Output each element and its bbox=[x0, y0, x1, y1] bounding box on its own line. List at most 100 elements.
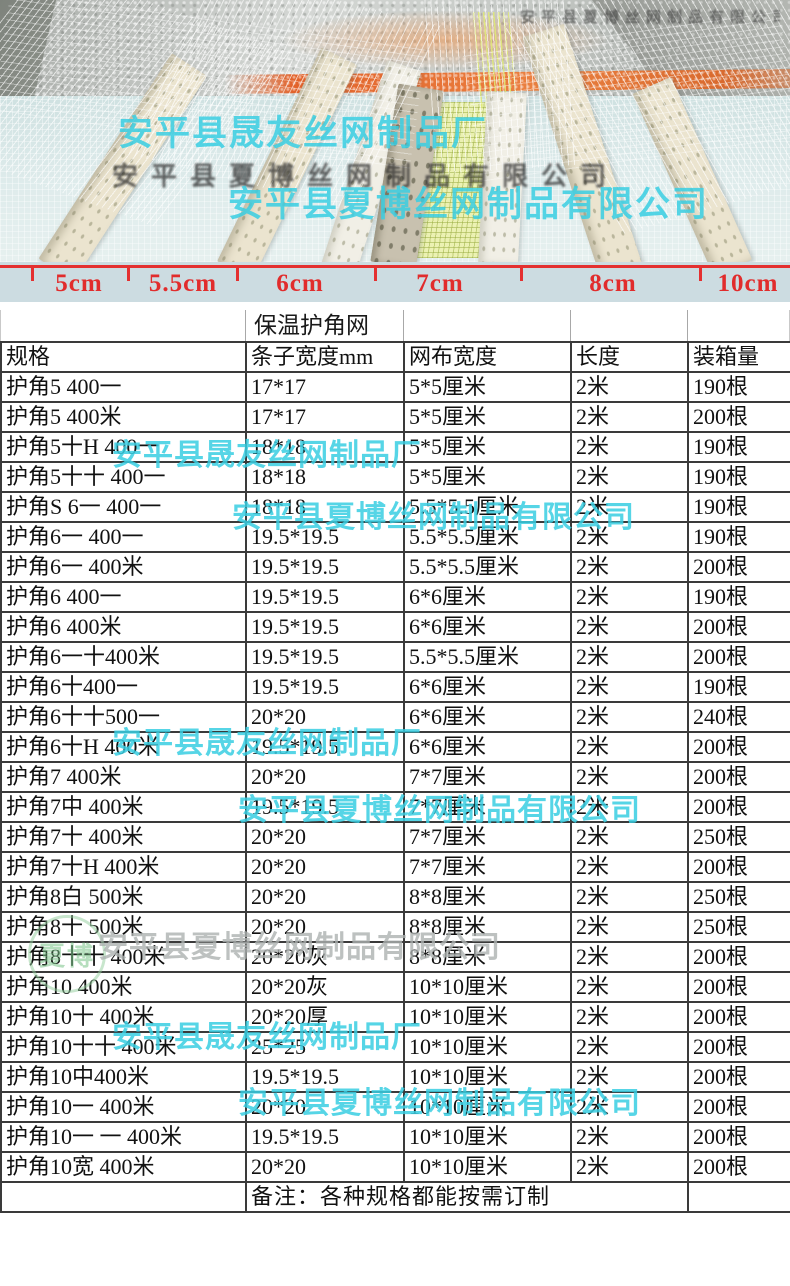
table-cell: 20*20厚 bbox=[245, 1001, 405, 1033]
table-cell: 10*10厘米 bbox=[403, 1001, 572, 1033]
ruler-label-10cm: 10cm bbox=[717, 270, 779, 297]
table-cell: 18*18 bbox=[245, 461, 405, 493]
table-cell: 5*5厘米 bbox=[403, 401, 572, 433]
table-cell: 2米 bbox=[570, 1151, 689, 1183]
table-cell: 2米 bbox=[570, 611, 689, 643]
ruler-label-7cm: 7cm bbox=[416, 270, 464, 297]
table-cell: 护角10十 400米 bbox=[0, 1001, 247, 1033]
table-cell: 2米 bbox=[570, 1121, 689, 1153]
table-cell: 2米 bbox=[570, 581, 689, 613]
table-cell: 250根 bbox=[687, 881, 790, 913]
table-cell: 6*6厘米 bbox=[403, 611, 572, 643]
table-cell: 17*17 bbox=[245, 371, 405, 403]
table-row: 护角7十H 400米 20*20 7*7厘米 2米 200根 bbox=[0, 851, 790, 883]
table-row: 护角10十 400米 20*20厚 10*10厘米 2米 200根 bbox=[0, 1001, 790, 1033]
table-cell: 2米 bbox=[570, 1091, 689, 1123]
table-cell: 190根 bbox=[687, 461, 790, 493]
table-cell: 17*17 bbox=[245, 401, 405, 433]
table-cell: 2米 bbox=[570, 431, 689, 463]
table-cell: 2米 bbox=[570, 941, 689, 973]
title-cell-empty bbox=[687, 310, 790, 341]
table-row: 护角8十 500米 20*20 8*8厘米 2米 250根 bbox=[0, 911, 790, 943]
table-cell: 8*8厘米 bbox=[403, 881, 572, 913]
table-cell: 5*5厘米 bbox=[403, 431, 572, 463]
ruler-tick bbox=[374, 265, 377, 281]
table-cell: 18*18 bbox=[245, 491, 405, 523]
table-cell: 7*7厘米 bbox=[403, 791, 572, 823]
table-cell: 200根 bbox=[687, 941, 790, 973]
table-cell: 6*6厘米 bbox=[403, 731, 572, 763]
ruler-tick bbox=[31, 265, 34, 281]
table-row: 护角6一 400一 19.5*19.5 5.5*5.5厘米 2米 190根 bbox=[0, 521, 790, 553]
table-cell: 20*20灰 bbox=[245, 941, 405, 973]
table-cell: 19.5*19.5 bbox=[245, 671, 405, 703]
table-cell: 200根 bbox=[687, 731, 790, 763]
title-cell-empty bbox=[570, 310, 687, 341]
table-row: 护角5十H 400一 18*18 5*5厘米 2米 190根 bbox=[0, 431, 790, 463]
table-row: 护角10一 400米 20*20 10*10厘米 2米 200根 bbox=[0, 1091, 790, 1123]
table-cell: 240根 bbox=[687, 701, 790, 733]
col-header-strip-width: 条子宽度mm bbox=[245, 341, 405, 373]
table-cell: 200根 bbox=[687, 1001, 790, 1033]
table-row: 护角S 6一 400一 18*18 5.5*5.5厘米 2米 190根 bbox=[0, 491, 790, 523]
size-ruler: 5cm 5.5cm 6cm 7cm 8cm 10cm bbox=[0, 262, 790, 302]
table-cell: 护角5十十 400一 bbox=[0, 461, 247, 493]
ruler-tick bbox=[127, 265, 130, 281]
ruler-label-6cm: 6cm bbox=[276, 270, 324, 297]
table-cell: 2米 bbox=[570, 731, 689, 763]
table-cell: 19.5*19.5 bbox=[245, 791, 405, 823]
table-cell: 200根 bbox=[687, 971, 790, 1003]
table-cell: 5*5厘米 bbox=[403, 461, 572, 493]
table-cell: 200根 bbox=[687, 791, 790, 823]
table-cell: 护角7十 400米 bbox=[0, 821, 247, 853]
table-cell: 200根 bbox=[687, 611, 790, 643]
spec-sheet: 保温护角网 规格 条子宽度mm 网布宽度 长度 装箱量 护角5 400一 17*1… bbox=[0, 310, 790, 1213]
table-cell: 19.5*19.5 bbox=[245, 731, 405, 763]
table-cell: 200根 bbox=[687, 1151, 790, 1183]
table-cell: 190根 bbox=[687, 491, 790, 523]
table-cell: 10*10厘米 bbox=[403, 1121, 572, 1153]
printed-stamp-small: 安平县夏博丝网制品有限公司 bbox=[520, 10, 780, 26]
table-cell: 10*10厘米 bbox=[403, 1031, 572, 1063]
table-cell: 护角5 400米 bbox=[0, 401, 247, 433]
xiabo-logo-watermark: 夏博 bbox=[28, 915, 106, 993]
table-cell: 20*20 bbox=[245, 851, 405, 883]
table-cell: 7*7厘米 bbox=[403, 851, 572, 883]
table-cell: 19.5*19.5 bbox=[245, 581, 405, 613]
table-cell: 2米 bbox=[570, 851, 689, 883]
table-cell: 5.5*5.5厘米 bbox=[403, 551, 572, 583]
table-cell: 2米 bbox=[570, 1061, 689, 1093]
table-row: 护角6十H 400米 19.5*19.5 6*6厘米 2米 200根 bbox=[0, 731, 790, 763]
table-cell: 护角6十H 400米 bbox=[0, 731, 247, 763]
table-cell: 20*20 bbox=[245, 821, 405, 853]
table-cell: 10*10厘米 bbox=[403, 1151, 572, 1183]
table-cell: 190根 bbox=[687, 581, 790, 613]
table-cell: 护角6十十500一 bbox=[0, 701, 247, 733]
table-cell: 护角8白 500米 bbox=[0, 881, 247, 913]
table-row: 护角6一十400米 19.5*19.5 5.5*5.5厘米 2米 200根 bbox=[0, 641, 790, 673]
spec-table-body: 护角5 400一 17*17 5*5厘米 2米 190根 护角5 400米 17*17 5*5… bbox=[0, 371, 790, 1183]
table-cell: 2米 bbox=[570, 491, 689, 523]
table-cell: 6*6厘米 bbox=[403, 581, 572, 613]
table-cell: 200根 bbox=[687, 1091, 790, 1123]
table-row: 护角6 400米 19.5*19.5 6*6厘米 2米 200根 bbox=[0, 611, 790, 643]
table-cell: 5*5厘米 bbox=[403, 371, 572, 403]
table-title-row: 保温护角网 bbox=[0, 310, 790, 341]
col-header-qty: 装箱量 bbox=[687, 341, 790, 373]
table-cell: 6*6厘米 bbox=[403, 701, 572, 733]
table-cell: 2米 bbox=[570, 1031, 689, 1063]
table-cell: 2米 bbox=[570, 971, 689, 1003]
table-cell: 护角10十十 400米 bbox=[0, 1031, 247, 1063]
table-cell: 护角6 400米 bbox=[0, 611, 247, 643]
table-cell: 18*18 bbox=[245, 431, 405, 463]
note-cell-empty bbox=[0, 1181, 247, 1213]
table-row: 护角6 400一 19.5*19.5 6*6厘米 2米 190根 bbox=[0, 581, 790, 613]
table-cell: 200根 bbox=[687, 1121, 790, 1153]
table-cell: 2米 bbox=[570, 371, 689, 403]
table-cell: 20*20 bbox=[245, 761, 405, 793]
title-cell-empty bbox=[403, 310, 570, 341]
table-cell: 10*10厘米 bbox=[403, 1061, 572, 1093]
col-header-length: 长度 bbox=[570, 341, 689, 373]
table-cell: 护角6一 400一 bbox=[0, 521, 247, 553]
